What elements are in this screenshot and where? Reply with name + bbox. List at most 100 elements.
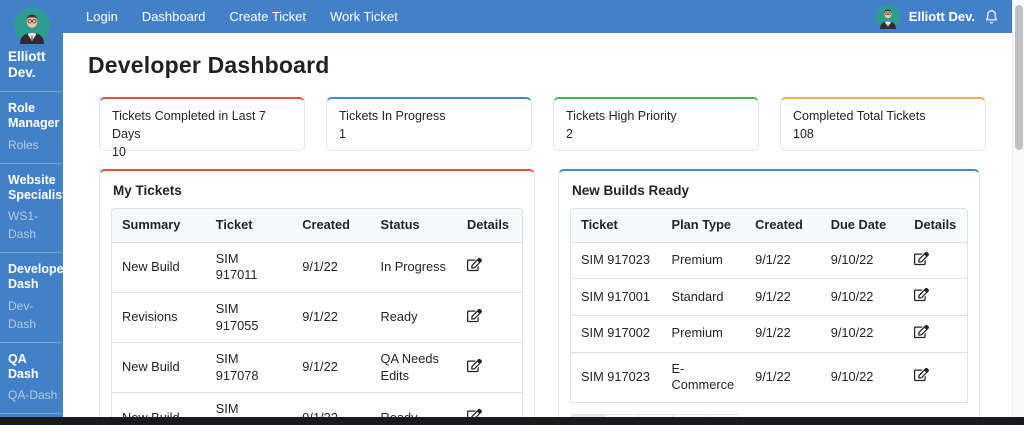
edit-icon[interactable] bbox=[914, 367, 930, 382]
stat-value: 2 bbox=[566, 127, 573, 142]
cell-ticket: SIM 917001 bbox=[570, 279, 662, 316]
col-header-plan-type: Plan Type bbox=[661, 208, 746, 243]
col-header-details: Details bbox=[457, 208, 523, 243]
table-row: New Build SIM 917078 9/1/22 QA Needs Edi… bbox=[111, 343, 523, 394]
new-builds-table: Ticket Plan Type Created Due Date Detail… bbox=[570, 208, 968, 403]
stat-card-high-priority: Tickets High Priority 2 bbox=[553, 97, 759, 151]
cell-summary: Revisions bbox=[111, 292, 206, 344]
table-row: New Build SIM 917011 9/1/22 In Progress bbox=[111, 242, 523, 293]
col-header-status: Status bbox=[370, 208, 458, 243]
cell-created: 9/1/22 bbox=[745, 316, 821, 353]
cell-ticket: SIM 917002 bbox=[570, 315, 662, 353]
sidebar-item-qa-dash[interactable]: QA-Dash bbox=[8, 388, 58, 403]
cell-ticket: SIM 917011 bbox=[205, 243, 293, 293]
stat-label: Tickets In Progress bbox=[339, 109, 446, 123]
stat-card-in-progress: Tickets In Progress 1 bbox=[326, 97, 532, 151]
stat-card-completed-7-days: Tickets Completed in Last 7 Days 10 bbox=[99, 97, 305, 159]
panels-row: My Tickets Summary Ticket Created Status… bbox=[99, 169, 1012, 425]
vertical-scrollbar[interactable] bbox=[1012, 0, 1024, 425]
cell-created: 9/1/22 bbox=[745, 243, 821, 280]
nav-item-dashboard[interactable]: Dashboard bbox=[141, 9, 206, 24]
cell-ticket: SIM 917055 bbox=[205, 293, 293, 344]
cell-created: 9/1/22 bbox=[292, 243, 371, 293]
col-header-ticket: Ticket bbox=[205, 208, 293, 243]
edit-icon[interactable] bbox=[914, 251, 930, 266]
stat-label: Tickets Completed in Last 7 Days bbox=[112, 109, 266, 142]
cell-summary: New Build bbox=[111, 242, 206, 293]
my-tickets-table: Summary Ticket Created Status Details Ne… bbox=[111, 208, 523, 425]
sidebar-item-roles[interactable]: Roles bbox=[8, 137, 39, 152]
cell-due-date: 9/10/22 bbox=[820, 243, 905, 280]
new-builds-title: New Builds Ready bbox=[572, 183, 690, 198]
cell-summary: New Build bbox=[111, 343, 206, 394]
cell-created: 9/1/22 bbox=[292, 343, 371, 394]
col-header-details: Details bbox=[904, 208, 968, 243]
cell-ticket: SIM 917023 bbox=[570, 242, 662, 280]
cell-created: 9/1/22 bbox=[745, 279, 821, 316]
table-header-row: Summary Ticket Created Status Details bbox=[111, 208, 523, 243]
table-header-row: Ticket Plan Type Created Due Date Detail… bbox=[570, 208, 968, 243]
main-content: Developer Dashboard Tickets Completed in… bbox=[63, 33, 1012, 425]
cell-ticket: SIM 917023 bbox=[570, 352, 662, 403]
cell-ticket: SIM 917078 bbox=[205, 343, 293, 394]
bell-icon[interactable] bbox=[984, 9, 999, 25]
cell-plan-type: Premium bbox=[661, 316, 746, 353]
sidebar-user-avatar bbox=[13, 8, 50, 44]
table-row: SIM 917002 Premium 9/1/22 9/10/22 bbox=[570, 315, 968, 353]
edit-icon[interactable] bbox=[914, 287, 930, 302]
cell-status: QA Needs Edits bbox=[370, 343, 458, 394]
cell-status: Ready bbox=[370, 293, 458, 344]
sidebar-item-dev-dash[interactable]: Dev-Dash bbox=[8, 298, 37, 331]
cell-created: 9/1/22 bbox=[745, 353, 821, 403]
stat-value: 10 bbox=[112, 145, 126, 160]
table-row: SIM 917001 Standard 9/1/22 9/10/22 bbox=[570, 279, 968, 316]
sidebar-section-website-specialist: Website Specialist WS1-Dash bbox=[0, 162, 67, 253]
edit-icon[interactable] bbox=[914, 324, 930, 339]
cell-due-date: 9/10/22 bbox=[820, 279, 905, 316]
avatar-image bbox=[875, 4, 900, 29]
col-header-due-date: Due Date bbox=[820, 208, 905, 243]
cell-plan-type: Standard bbox=[661, 279, 746, 316]
cell-created: 9/1/22 bbox=[292, 293, 371, 344]
top-navbar: Login Dashboard Create Ticket Work Ticke… bbox=[63, 0, 1012, 33]
col-header-created: Created bbox=[292, 208, 371, 243]
page-title: Developer Dashboard bbox=[88, 52, 330, 78]
cell-due-date: 9/10/22 bbox=[820, 316, 905, 353]
avatar-image bbox=[13, 8, 50, 44]
sidebar-section-title: QA Dash bbox=[8, 351, 39, 381]
navbar-user-name[interactable]: Elliott Dev. bbox=[908, 9, 975, 24]
col-header-created: Created bbox=[745, 208, 821, 243]
sidebar-section-developer-dash: Developer Dash Dev-Dash bbox=[0, 252, 69, 342]
nav-item-login[interactable]: Login bbox=[86, 9, 118, 24]
sidebar-section-role-manager: Role Manager Roles bbox=[0, 91, 63, 163]
sidebar: Elliott Dev. Role Manager Roles Website … bbox=[0, 0, 69, 425]
table-row: SIM 917023 E-Commerce 9/1/22 9/10/22 bbox=[570, 352, 968, 403]
edit-icon[interactable] bbox=[467, 257, 483, 272]
stat-value: 108 bbox=[793, 127, 814, 142]
nav-item-create-ticket[interactable]: Create Ticket bbox=[229, 9, 307, 24]
new-builds-panel: New Builds Ready Ticket Plan Type Create… bbox=[558, 169, 980, 425]
stat-label: Tickets High Priority bbox=[566, 109, 677, 123]
edit-icon[interactable] bbox=[467, 358, 483, 373]
stat-label: Completed Total Tickets bbox=[793, 109, 926, 123]
stat-value: 1 bbox=[339, 127, 346, 142]
stat-cards-row: Tickets Completed in Last 7 Days 10 Tick… bbox=[99, 97, 1012, 159]
cell-status: In Progress bbox=[370, 243, 458, 293]
window-bottom-edge bbox=[0, 417, 1024, 425]
cell-plan-type: E-Commerce bbox=[661, 353, 746, 403]
cell-due-date: 9/10/22 bbox=[820, 353, 905, 403]
navbar-user-avatar[interactable] bbox=[875, 4, 900, 29]
nav-item-work-ticket[interactable]: Work Ticket bbox=[330, 9, 398, 24]
sidebar-section-title: Developer Dash bbox=[8, 262, 69, 292]
sidebar-item-ws1-dash[interactable]: WS1-Dash bbox=[8, 209, 38, 242]
table-row: SIM 917023 Premium 9/1/22 9/10/22 bbox=[570, 242, 968, 280]
nav-user-menu[interactable]: Elliott Dev. bbox=[875, 4, 1012, 29]
col-header-ticket: Ticket bbox=[570, 208, 662, 243]
col-header-summary: Summary bbox=[111, 208, 206, 243]
sidebar-section-title: Website Specialist bbox=[8, 172, 67, 202]
my-tickets-title: My Tickets bbox=[113, 183, 182, 198]
scrollbar-thumb[interactable] bbox=[1015, 5, 1023, 150]
stat-card-completed-total: Completed Total Tickets 108 bbox=[780, 97, 986, 151]
edit-icon[interactable] bbox=[467, 308, 483, 323]
sidebar-user-name: Elliott Dev. bbox=[8, 49, 46, 81]
